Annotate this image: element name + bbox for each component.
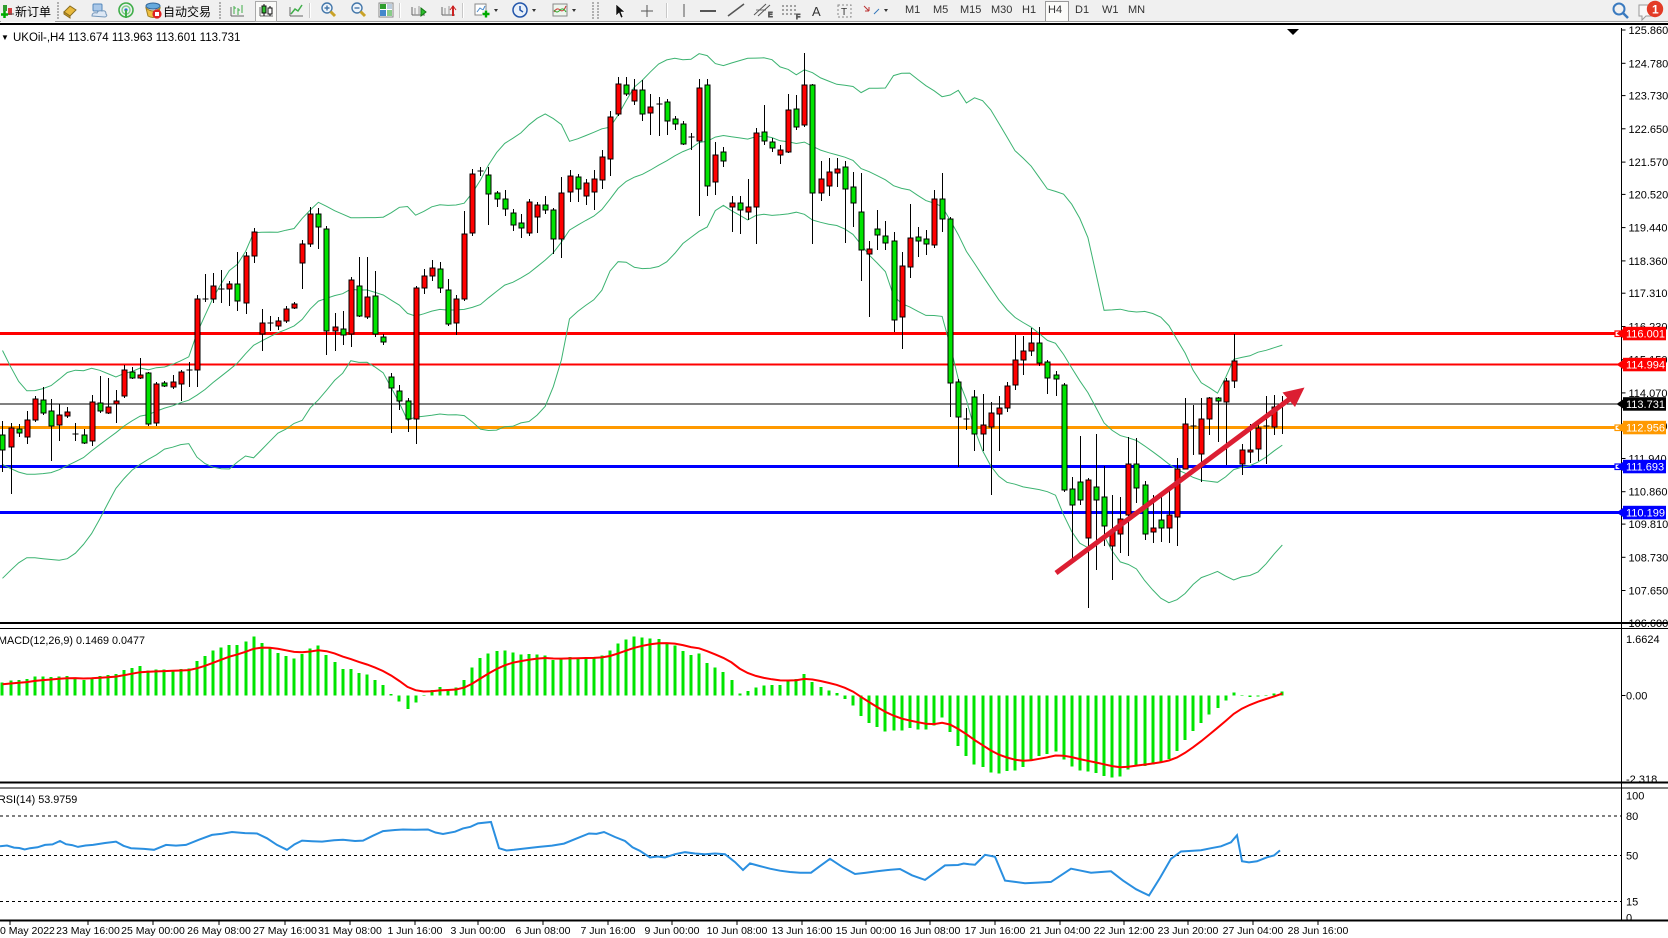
svg-text:112.956: 112.956 (1626, 423, 1665, 435)
svg-text:122.650: 122.650 (1629, 124, 1668, 136)
svg-text:0: 0 (1626, 913, 1632, 925)
svg-text:21 Jun 04:00: 21 Jun 04:00 (1030, 925, 1091, 937)
svg-text:50: 50 (1626, 851, 1638, 863)
svg-text:UKOil-,H4 113.674 113.963 113: UKOil-,H4 113.674 113.963 113.601 113.73… (13, 32, 240, 44)
svg-text:125.860: 125.860 (1629, 25, 1668, 37)
svg-text:25 May 00:00: 25 May 00:00 (121, 925, 185, 937)
svg-text:113.731: 113.731 (1626, 399, 1665, 411)
svg-text:10 Jun 08:00: 10 Jun 08:00 (707, 925, 768, 937)
svg-text:110.199: 110.199 (1626, 508, 1665, 520)
svg-text:13 Jun 16:00: 13 Jun 16:00 (772, 925, 833, 937)
svg-text:106.600: 106.600 (1629, 618, 1668, 630)
svg-text:A: A (812, 4, 821, 19)
svg-text:16 Jun 08:00: 16 Jun 08:00 (900, 925, 961, 937)
svg-text:31 May 08:00: 31 May 08:00 (318, 925, 382, 937)
svg-text:114.070: 114.070 (1629, 388, 1668, 400)
svg-text:1 Jun 16:00: 1 Jun 16:00 (388, 925, 443, 937)
svg-text:15 Jun 00:00: 15 Jun 00:00 (836, 925, 897, 937)
svg-text:100: 100 (1626, 791, 1644, 803)
svg-text:0.00: 0.00 (1626, 691, 1647, 703)
svg-text:26 May 08:00: 26 May 08:00 (187, 925, 251, 937)
svg-text:108.730: 108.730 (1629, 552, 1668, 564)
svg-text:111.693: 111.693 (1626, 462, 1664, 474)
svg-text:28 Jun 16:00: 28 Jun 16:00 (1288, 925, 1349, 937)
svg-text:0 May 2022: 0 May 2022 (0, 925, 55, 937)
svg-text:107.650: 107.650 (1629, 586, 1668, 598)
svg-text:110.860: 110.860 (1629, 487, 1668, 499)
svg-text:1: 1 (1652, 3, 1659, 17)
svg-text:116.001: 116.001 (1626, 329, 1665, 341)
svg-text:109.810: 109.810 (1629, 519, 1668, 531)
svg-text:124.780: 124.780 (1629, 58, 1668, 70)
svg-text:120.520: 120.520 (1629, 189, 1668, 201)
svg-text:27 May 16:00: 27 May 16:00 (253, 925, 317, 937)
svg-text:T: T (841, 7, 847, 18)
svg-text:E: E (768, 12, 773, 19)
svg-text:123.730: 123.730 (1629, 91, 1668, 103)
svg-text:23 May 16:00: 23 May 16:00 (56, 925, 120, 937)
svg-text:27 Jun 04:00: 27 Jun 04:00 (1223, 925, 1284, 937)
svg-text:1.6624: 1.6624 (1626, 634, 1660, 646)
svg-text:114.994: 114.994 (1626, 360, 1665, 372)
svg-text:3 Jun 00:00: 3 Jun 00:00 (451, 925, 506, 937)
svg-text:RSI(14) 53.9759: RSI(14) 53.9759 (0, 794, 77, 806)
svg-text:6 Jun 08:00: 6 Jun 08:00 (516, 925, 571, 937)
svg-text:-2.318: -2.318 (1626, 774, 1657, 786)
svg-text:MACD(12,26,9) 0.1469 0.0477: MACD(12,26,9) 0.1469 0.0477 (0, 635, 145, 647)
svg-text:117.310: 117.310 (1629, 288, 1668, 300)
svg-text:118.360: 118.360 (1629, 256, 1668, 268)
svg-text:15: 15 (1626, 897, 1638, 909)
svg-text:17 Jun 16:00: 17 Jun 16:00 (965, 925, 1026, 937)
svg-text:▼: ▼ (1, 33, 9, 42)
svg-text:119.440: 119.440 (1629, 223, 1668, 235)
svg-text:F: F (796, 14, 800, 21)
svg-text:9 Jun 00:00: 9 Jun 00:00 (645, 925, 700, 937)
svg-text:121.570: 121.570 (1629, 157, 1668, 169)
svg-text:23 Jun 20:00: 23 Jun 20:00 (1158, 925, 1219, 937)
svg-text:7 Jun 16:00: 7 Jun 16:00 (581, 925, 636, 937)
svg-text:22 Jun 12:00: 22 Jun 12:00 (1094, 925, 1155, 937)
svg-text:80: 80 (1626, 811, 1638, 823)
